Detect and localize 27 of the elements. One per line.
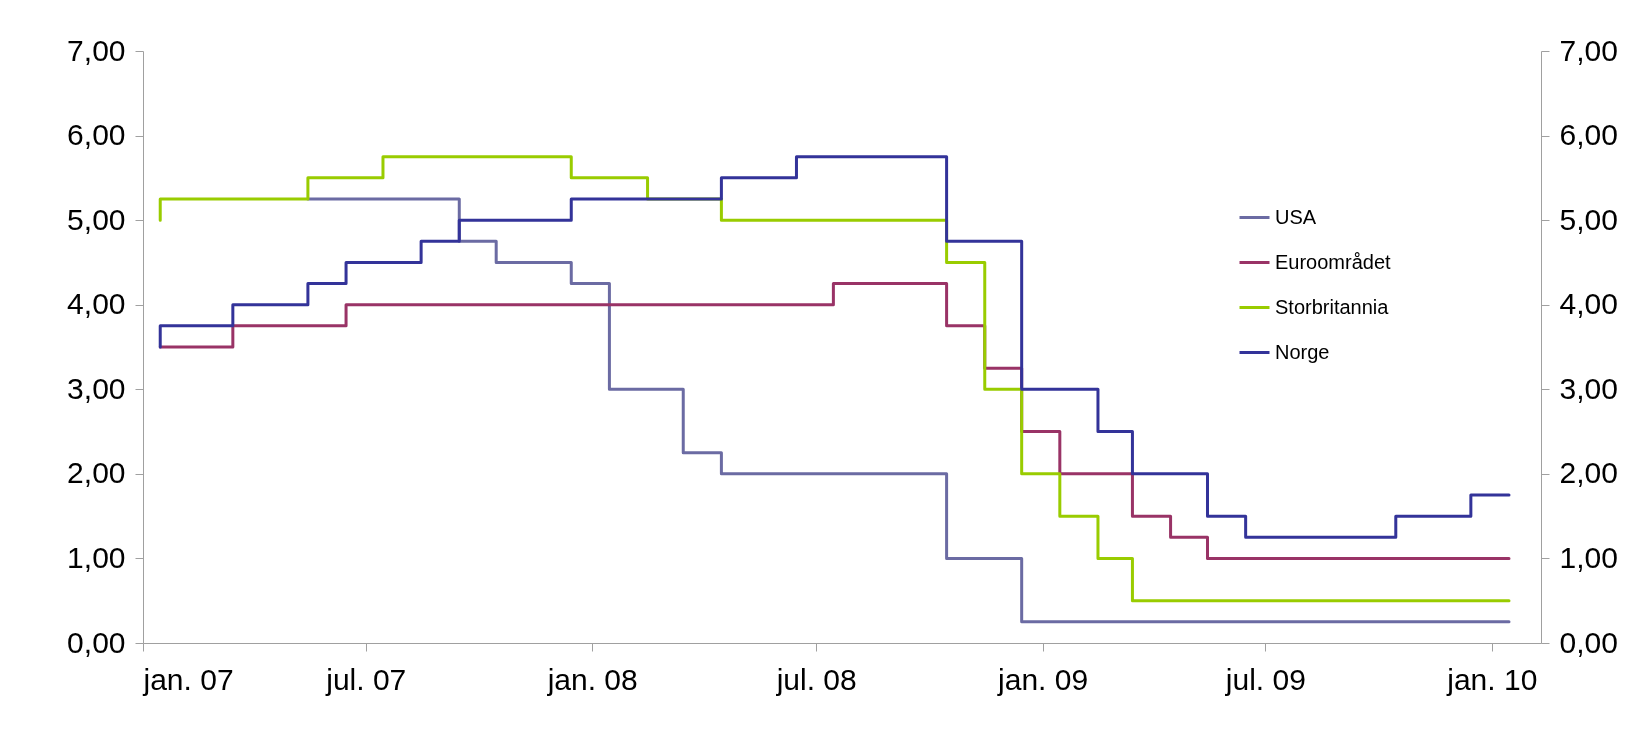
x-tick-label: jan. 07 — [142, 662, 234, 696]
legend-label: Storbritannia — [1275, 295, 1390, 318]
y-tick-label: 1,00 — [67, 540, 126, 574]
x-tick-label: jan. 09 — [997, 662, 1089, 696]
y2-tick-label: 7,00 — [1559, 33, 1618, 67]
y2-tick-label: 6,00 — [1559, 118, 1618, 152]
x-tick-label: jul. 08 — [775, 662, 857, 696]
legend-label: Euroområdet — [1275, 250, 1392, 273]
y2-tick-label: 0,00 — [1559, 625, 1618, 659]
y-tick-label: 5,00 — [67, 202, 126, 236]
x-tick-label: jul. 07 — [325, 662, 407, 696]
y-tick-label: 7,00 — [67, 33, 126, 67]
x-tick-label: jul. 09 — [1224, 662, 1306, 696]
x-tick-label: jan. 08 — [546, 662, 638, 696]
legend-label: Norge — [1275, 340, 1330, 363]
y2-tick-label: 3,00 — [1559, 371, 1618, 405]
y2-tick-label: 4,00 — [1559, 287, 1618, 321]
y-tick-label: 4,00 — [67, 287, 126, 321]
y2-tick-label: 1,00 — [1559, 540, 1618, 574]
y-tick-label: 3,00 — [67, 371, 126, 405]
y2-tick-label: 2,00 — [1559, 456, 1618, 490]
y-tick-label: 0,00 — [67, 625, 126, 659]
y2-tick-label: 5,00 — [1559, 202, 1618, 236]
y-tick-label: 2,00 — [67, 456, 126, 490]
legend-label: USA — [1275, 205, 1317, 228]
x-tick-label: jan. 10 — [1446, 662, 1538, 696]
y-tick-label: 6,00 — [67, 118, 126, 152]
